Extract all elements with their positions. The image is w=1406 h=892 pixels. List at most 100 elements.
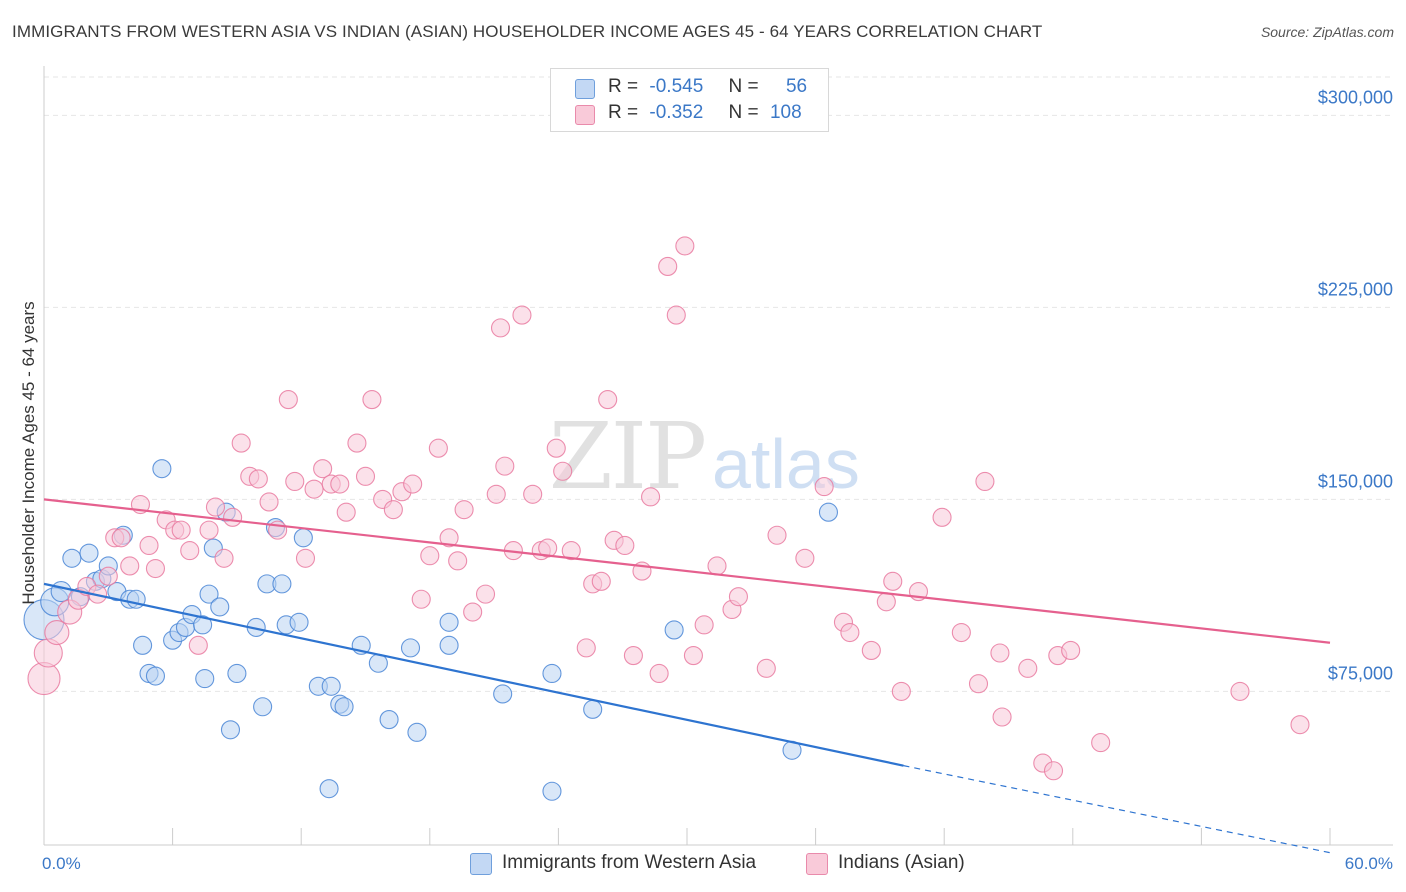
legend-item-label: Immigrants from Western Asia: [502, 852, 757, 873]
data-point: [193, 615, 213, 635]
data-point: [214, 548, 234, 568]
series-legend: Immigrants from Western Asia Indians (As…: [0, 851, 1406, 879]
data-point: [171, 520, 191, 540]
legend-swatch-pink: [806, 853, 828, 875]
data-point: [120, 556, 140, 576]
data-point: [188, 635, 208, 655]
data-point: [553, 461, 573, 481]
legend-r-label: R =: [608, 102, 639, 123]
data-point: [439, 612, 459, 632]
legend-n-value: 56: [785, 76, 808, 97]
data-point: [591, 571, 611, 591]
watermark-atlas: atlas: [712, 425, 860, 503]
legend-item-label: Indians (Asian): [838, 852, 965, 873]
data-point: [98, 566, 118, 586]
data-point: [411, 589, 431, 609]
data-point: [44, 619, 70, 646]
data-point: [490, 318, 511, 338]
y-tick-label: $75,000: [1328, 663, 1393, 683]
data-point: [199, 520, 219, 540]
data-point: [448, 551, 468, 571]
data-point: [139, 535, 159, 556]
data-point: [767, 525, 787, 545]
data-point: [951, 622, 971, 643]
data-point: [975, 471, 995, 492]
data-point: [295, 548, 316, 568]
data-point: [1043, 761, 1064, 781]
data-point: [227, 663, 247, 684]
data-point: [330, 474, 350, 494]
data-point: [313, 459, 333, 479]
data-point: [428, 438, 448, 458]
data-point: [992, 707, 1012, 727]
data-point: [403, 474, 423, 494]
trend-line-extension: [903, 765, 1331, 854]
data-point: [512, 305, 532, 325]
trend-line: [43, 582, 904, 767]
legend-r-label: R =: [608, 76, 639, 97]
data-point: [152, 459, 172, 479]
data-point: [321, 676, 341, 696]
y-tick-labels: $75,000 $150,000 $225,000 $300,000: [1318, 87, 1393, 683]
data-point: [707, 556, 727, 576]
data-point: [1018, 658, 1038, 678]
legend-n-value: 108: [769, 102, 802, 123]
data-point: [420, 546, 440, 566]
y-tick-label: $225,000: [1318, 279, 1393, 299]
data-point: [658, 256, 678, 276]
data-point: [486, 484, 506, 504]
data-point: [576, 638, 596, 658]
data-point: [289, 612, 309, 632]
data-point: [205, 497, 226, 517]
x-tick-label-min: 0.0%: [42, 854, 81, 873]
data-point: [840, 622, 860, 643]
correlation-legend: R = -0.545 N = 56 R = -0.352 N = 108: [550, 68, 829, 132]
data-point: [133, 635, 153, 655]
data-point: [666, 305, 686, 325]
data-point: [439, 635, 459, 655]
data-point: [293, 528, 313, 548]
data-point: [180, 541, 200, 561]
axes: [43, 66, 1393, 846]
data-point: [272, 574, 292, 594]
data-point: [145, 558, 166, 579]
data-point: [495, 456, 515, 476]
data-point: [454, 500, 474, 520]
data-point: [253, 697, 273, 717]
data-point: [968, 674, 989, 694]
trend-lines: [43, 498, 1331, 854]
data-point: [199, 584, 219, 604]
data-point: [546, 438, 566, 458]
data-point: [223, 507, 243, 527]
data-point: [1091, 733, 1111, 753]
data-point: [538, 538, 558, 558]
data-point: [583, 699, 603, 719]
y-tick-label: $300,000: [1318, 87, 1393, 107]
data-point: [248, 469, 268, 489]
data-point: [285, 471, 305, 492]
data-point: [355, 466, 376, 486]
data-point: [111, 528, 131, 548]
legend-n-label: N =: [728, 102, 759, 123]
data-point: [649, 663, 669, 684]
data-point: [439, 528, 459, 548]
data-point: [347, 433, 367, 453]
legend-swatch-blue: [575, 79, 595, 99]
data-point: [334, 697, 354, 717]
legend-n-label: N =: [728, 76, 759, 97]
data-point: [756, 658, 776, 678]
data-point: [210, 597, 230, 617]
data-point: [1290, 715, 1310, 735]
legend-r-value: -0.545: [649, 76, 704, 97]
y-axis-label: Householder Income Ages 45 - 64 years: [19, 301, 38, 604]
data-point: [475, 584, 496, 604]
chart-title: IMMIGRANTS FROM WESTERN ASIA VS INDIAN (…: [12, 22, 1043, 41]
data-point: [641, 487, 661, 507]
data-point: [876, 592, 896, 612]
data-point: [400, 638, 421, 658]
data-point: [814, 477, 834, 497]
data-point: [336, 502, 356, 522]
data-point: [62, 548, 82, 568]
legend-r-value: -0.352: [649, 102, 704, 123]
